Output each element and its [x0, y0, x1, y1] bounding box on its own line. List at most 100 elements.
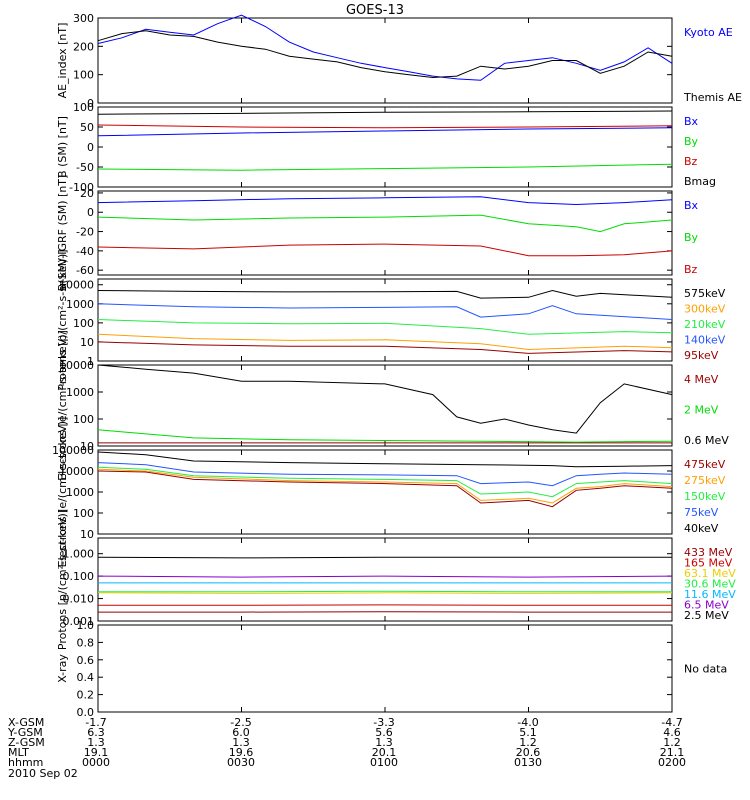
y-tick-label: 0	[87, 97, 94, 110]
ephemeris-row-label: hhmm	[8, 756, 43, 769]
series-line	[97, 289, 673, 299]
y-tick-label: 200	[73, 40, 94, 53]
series-line	[97, 163, 673, 171]
series-line	[97, 14, 673, 81]
ephemeris-value: 20.6	[516, 746, 541, 759]
y-axis-label: B(SM)-IGRF (SM) [nT]	[56, 175, 69, 292]
legend-entry: 0.6 MeV	[684, 434, 729, 447]
ephemeris-value: 19.1	[84, 746, 109, 759]
y-tick-label: 1000	[66, 486, 94, 499]
series-line	[97, 429, 673, 443]
legend-entry: 11.6 MeV	[684, 588, 736, 601]
series-line	[97, 556, 672, 559]
series-line	[97, 196, 673, 206]
y-tick-label: 1	[87, 355, 94, 368]
series-line	[97, 462, 673, 487]
ephemeris-row-label: Z-GSM	[8, 736, 45, 749]
ephemeris-value: 0200	[658, 756, 686, 769]
y-tick-label: 0.100	[63, 570, 95, 583]
ephemeris-value: 1.3	[87, 736, 105, 749]
y-tick-label: 50	[80, 121, 94, 134]
ephemeris-value: 0100	[370, 756, 398, 769]
legend-entry: 165 MeV	[684, 557, 733, 570]
legend-entry: By	[684, 231, 699, 244]
y-tick-label: 100	[73, 69, 94, 82]
series-line	[97, 451, 673, 468]
ephemeris-row-label: MLT	[8, 746, 29, 759]
legend-entry: 275keV	[684, 474, 726, 487]
panel-2: -100 -50 0 50 100 B (SM) [nT] Bx By Bz Bmag	[56, 101, 716, 194]
series-line	[97, 124, 673, 129]
y-tick-label: -100	[69, 181, 94, 194]
series-line	[97, 243, 673, 257]
y-axis-label: Electrons [e/(cm²-s-sr-keV)]	[56, 330, 69, 481]
series-line	[97, 575, 673, 578]
y-tick-label: 10	[80, 336, 94, 349]
y-axis-label: AE_index [nT]	[56, 23, 69, 99]
y-tick-label: -60	[76, 264, 94, 277]
legend-entry: Bmag	[684, 175, 716, 188]
y-tick-label: 0.0	[77, 706, 95, 719]
ephemeris-value: 5.6	[375, 726, 393, 739]
legend-entry: 75keV	[684, 506, 719, 519]
legend-entry: Themis AE	[683, 91, 742, 104]
series-line	[97, 110, 673, 115]
legend-entry: 210keV	[684, 318, 726, 331]
y-tick-label: 0	[87, 206, 94, 219]
ephemeris-table: X-GSMY-GSMZ-GSMMLThhmm-1.76.31.319.10000…	[7, 716, 686, 769]
ephemeris-row-label: Y-GSM	[7, 726, 43, 739]
series-line	[97, 466, 673, 498]
ephemeris-value: 19.6	[229, 746, 254, 759]
y-axis-label: Electrons [e/(cm²-s-sr-keV)]	[56, 417, 69, 568]
legend-entry: 30.6 MeV	[684, 578, 736, 591]
legend-entry: 6.5 MeV	[684, 599, 729, 612]
y-tick-label: 100	[73, 507, 94, 520]
panel-frame	[97, 449, 673, 535]
ephemeris-row-label: X-GSM	[8, 716, 44, 729]
y-tick-label: 100000	[52, 444, 94, 457]
ephemeris-value: 1.3	[375, 736, 393, 749]
ephemeris-value: 0130	[514, 756, 542, 769]
series-line	[97, 214, 673, 233]
panel-frame	[97, 624, 673, 713]
y-axis-label: B (SM) [nT]	[56, 116, 69, 178]
y-tick-label: 300	[73, 12, 94, 25]
series-line	[97, 303, 673, 320]
ephemeris-value: 0030	[227, 756, 255, 769]
no-data-note: No data	[684, 663, 727, 676]
legend-entry: Bx	[684, 199, 699, 212]
legend-entry: 2 MeV	[684, 404, 719, 417]
ephemeris-value: -1.7	[85, 716, 106, 729]
legend-entry: Kyoto AE	[684, 26, 733, 39]
y-tick-label: 10	[80, 440, 94, 453]
ephemeris-value: 1.2	[663, 736, 681, 749]
y-tick-label: 10	[80, 528, 94, 541]
y-tick-label: -40	[76, 245, 94, 258]
legend-entry: 300keV	[684, 303, 726, 316]
panel-frame	[97, 17, 673, 104]
panel-frame	[97, 364, 673, 447]
ephemeris-value: -2.5	[230, 716, 251, 729]
ephemeris-value: 20.1	[372, 746, 397, 759]
ephemeris-value: 5.1	[519, 726, 537, 739]
series-line	[97, 470, 673, 508]
ephemeris-value: 1.3	[232, 736, 250, 749]
legend-entry: 433 MeV	[684, 546, 733, 559]
y-tick-label: 0.4	[77, 671, 95, 684]
legend-entry: 2.5 MeV	[684, 609, 729, 622]
y-tick-label: 10000	[59, 465, 94, 478]
ephemeris-value: 21.1	[660, 746, 685, 759]
legend-entry: 40keV	[684, 522, 719, 535]
y-tick-label: 0	[87, 141, 94, 154]
series-line	[97, 592, 673, 594]
legend-entry: By	[684, 135, 699, 148]
panel-frame	[97, 537, 673, 622]
y-tick-label: 100	[73, 413, 94, 426]
y-tick-label: 1.000	[63, 548, 95, 561]
legend-entry: 63.1 MeV	[684, 567, 736, 580]
y-tick-label: 0.6	[77, 654, 95, 667]
